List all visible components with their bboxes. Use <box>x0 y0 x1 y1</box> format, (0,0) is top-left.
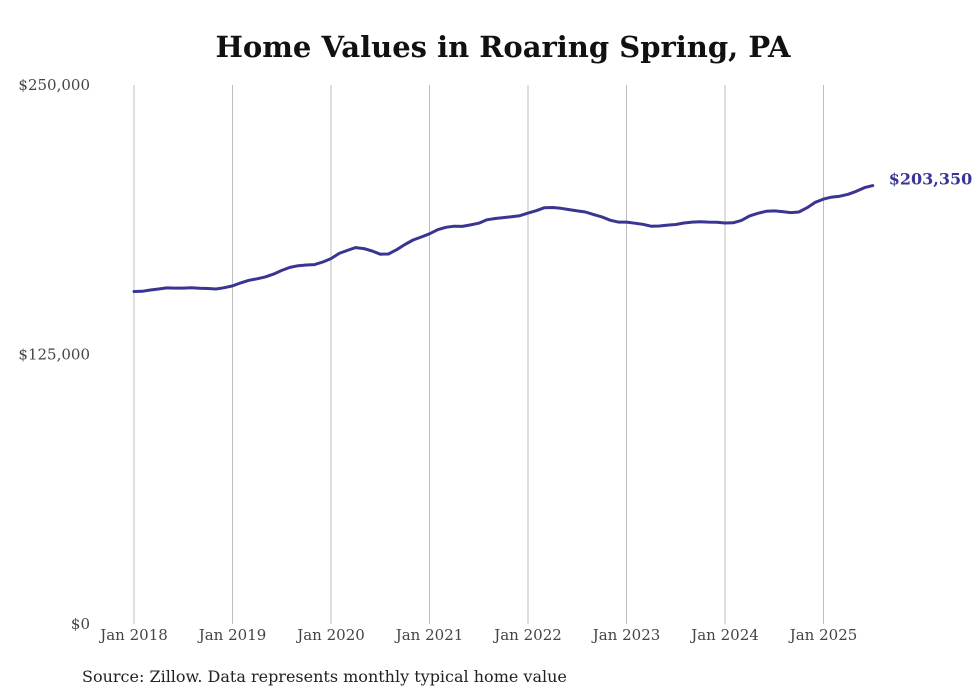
x-tick-label: Jan 2021 <box>394 626 464 644</box>
x-tick-label: Jan 2025 <box>788 626 858 644</box>
y-axis: $0 $125,000 $250,000 <box>18 76 90 633</box>
chart-title: Home Values in Roaring Spring, PA <box>215 30 791 64</box>
home-value-line <box>132 184 875 293</box>
y-tick-label: $250,000 <box>18 76 90 94</box>
x-tick-label: Jan 2024 <box>689 626 759 644</box>
gridlines <box>133 85 824 624</box>
x-tick-label: Jan 2019 <box>197 626 267 644</box>
x-tick-label: Jan 2022 <box>492 626 562 644</box>
y-tick-label: $0 <box>71 615 90 633</box>
x-tick-label: Jan 2023 <box>591 626 661 644</box>
source-note: Source: Zillow. Data represents monthly … <box>82 667 567 686</box>
x-tick-label: Jan 2018 <box>98 626 168 644</box>
x-tick-label: Jan 2020 <box>295 626 365 644</box>
y-tick-label: $125,000 <box>18 346 90 364</box>
end-value-label: $203,350 <box>889 170 973 189</box>
x-axis: Jan 2018 Jan 2019 Jan 2020 Jan 2021 Jan 2022… <box>98 626 857 644</box>
